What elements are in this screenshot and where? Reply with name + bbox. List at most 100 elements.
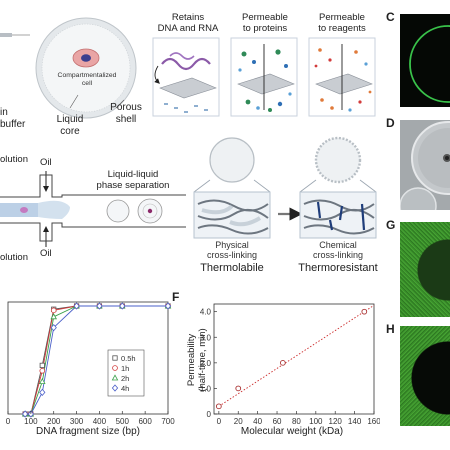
retains-membrane — [159, 77, 217, 99]
zoom-line-right-1 — [299, 179, 317, 193]
panel-a: Compartmentalized cell in buffer Liquid … — [0, 0, 150, 140]
reagents-membrane — [315, 73, 373, 95]
chart2-xtick-label: 60 — [273, 417, 282, 426]
zoom-line-left-1 — [193, 179, 211, 193]
chart1-xtick-label: 0 — [6, 417, 11, 426]
channel-bottom-wall — [0, 222, 186, 242]
chart2-point — [215, 403, 222, 410]
chart2-point — [279, 359, 286, 366]
solution-bottom-label: olution — [0, 252, 28, 263]
chart2-xtick-label: 20 — [234, 417, 243, 426]
chart1-point — [22, 410, 29, 418]
solution-top-label: olution — [0, 154, 28, 165]
chart2-xlabel: Molecular weight (kDa) — [241, 426, 343, 437]
chart1-point — [39, 368, 46, 374]
cell-diagram — [0, 17, 137, 119]
chart2-xtick-label: 140 — [348, 417, 362, 426]
liquid-core-line2: core — [60, 125, 80, 137]
micrograph-c-image — [409, 25, 450, 103]
panel-label-g: G — [386, 218, 396, 232]
chart2-xtick-label: 120 — [329, 417, 343, 426]
liquid-core-line1: Liquid — [56, 114, 84, 125]
chart2-xtick-label: 100 — [309, 417, 323, 426]
micrograph-d-image — [400, 120, 450, 210]
chart2-ytick-label: 4.0 — [200, 308, 212, 317]
chart1-xtick-label: 600 — [138, 417, 152, 426]
small-molecules — [164, 103, 208, 113]
liquid-core-pointer — [69, 94, 79, 109]
droplet-2-inner — [142, 203, 158, 219]
liquid-core — [41, 23, 131, 113]
microfluidic-chip — [0, 171, 186, 247]
chemical-crosslinks — [316, 201, 366, 231]
chart1-point — [50, 323, 57, 332]
thermoresistant-label: Thermoresistant — [298, 262, 378, 274]
zoom-line-right-2 — [359, 179, 377, 193]
chart1-point — [73, 302, 80, 310]
chart2-point — [235, 385, 242, 392]
channel-top-wall — [0, 174, 186, 198]
chart1-points — [21, 302, 172, 418]
oil-bottom-label: Oil — [40, 248, 52, 259]
chart1-frame — [7, 301, 169, 415]
panel-b: Retains DNA and RNA Permeable to protein… — [150, 0, 380, 125]
capsule-thermolabile — [209, 137, 255, 183]
protein-dots — [238, 49, 292, 112]
permeable-proteins-label: Permeable to proteins — [228, 12, 302, 35]
buffer-label-line2: buffer — [0, 118, 26, 130]
chart1-xlabel: DNA fragment size (bp) — [36, 426, 140, 437]
proteins-membrane — [237, 73, 295, 95]
retains-arrow — [154, 65, 160, 84]
chart1-legend-label: 4h — [121, 384, 129, 393]
chart2-axes — [213, 303, 375, 415]
cell-label-line2: cell — [81, 79, 93, 87]
chart1-xtick-label: 100 — [24, 417, 38, 426]
micrograph-d — [400, 120, 450, 210]
chart2-ytick-label: 0 — [207, 410, 212, 419]
chart1-xtick-label: 200 — [47, 417, 61, 426]
physical-label: Physical cross-linking — [194, 240, 270, 261]
panel-crosslinking: Physical cross-linking Thermolabile Chem… — [190, 130, 380, 280]
chart2-ylabel-line1: Permeability — [186, 334, 197, 387]
chart1-xtick-label: 700 — [161, 417, 175, 426]
chart1-legend-marker — [112, 365, 118, 371]
retains-label: Retains DNA and RNA — [150, 12, 226, 35]
chart1-ticks: 0 100 200 300 400 500 600 700 — [6, 411, 175, 426]
porous-shell-label: Porous shell — [104, 102, 148, 125]
chemical-line2: cross-linking — [312, 250, 363, 261]
panel-label-f: F — [172, 290, 180, 304]
buffer-label: in buffer — [0, 107, 25, 130]
chart2-ytick-label: 3.0 — [200, 333, 212, 342]
chart1-legend-marker — [112, 355, 118, 361]
porous-shell-line1: Porous — [110, 102, 142, 113]
polymer-chains-physical-bg — [201, 204, 262, 227]
retains-line2: DNA and RNA — [157, 22, 219, 34]
panel-microfluidic: olution olution Oil Oil Liquid-liquid ph… — [0, 145, 190, 270]
phase-separation-line2: phase separation — [96, 179, 170, 191]
chart-permeability: 0 20 40 60 80 100 120 140 160 0 1.0 2.0 3.0 4.0 Perme… — [186, 303, 380, 437]
chart1-lines — [25, 305, 168, 415]
panel-label-h: H — [386, 322, 395, 336]
droplet-2-cell — [147, 208, 153, 214]
chart1-point — [39, 362, 45, 368]
polymer-chains-physical — [197, 199, 269, 235]
green-fluorescent-ring — [409, 25, 450, 103]
porous-shell-pointer — [115, 99, 125, 109]
retains-line1: Retains — [171, 12, 205, 23]
cell-label-line1: Compartmentalized — [57, 72, 117, 79]
droplet-1 — [106, 199, 130, 223]
chart1-legend-label: 0.5h — [121, 354, 136, 363]
chart2-ticks: 0 20 40 60 80 100 120 140 160 0 1.0 2.0 3.0 4.0 — [200, 308, 380, 426]
permeability-diagrams — [152, 37, 376, 117]
chart2-xtick-label: 80 — [292, 417, 301, 426]
chart2-ytick-label: 2.0 — [200, 359, 212, 368]
permeable-reagents-line1: Permeable — [319, 12, 365, 23]
chart1-series-line — [25, 305, 168, 415]
chart2-xtick-label: 160 — [367, 417, 380, 426]
capsule-thermoresistant — [314, 136, 362, 184]
permeable-reagents-line2: to reagents — [318, 22, 366, 34]
chart1-xtick-label: 300 — [70, 417, 84, 426]
cell-in-stream — [20, 207, 28, 213]
